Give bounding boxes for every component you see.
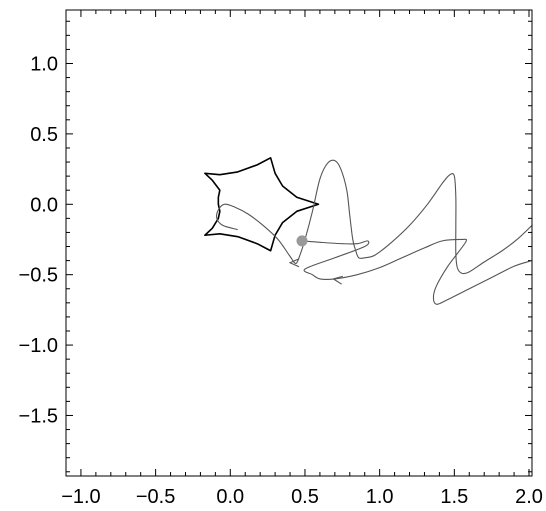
tick-labels: −1.0 −0.5 0.0 0.5 1.0 1.5 2.0 1.0 0.5 0.0 −0.5 −1.0… bbox=[19, 53, 543, 508]
arrowhead bbox=[332, 275, 343, 285]
x-tick-label: −0.5 bbox=[136, 486, 175, 508]
x-tick-label: 1.0 bbox=[366, 486, 394, 508]
series-group bbox=[204, 157, 532, 305]
astroid-curve bbox=[204, 157, 320, 252]
trajectory-line-2 bbox=[301, 238, 532, 305]
x-tick-label: 0.5 bbox=[291, 486, 319, 508]
arrowhead bbox=[288, 258, 300, 268]
y-tick-label: 1.0 bbox=[30, 53, 58, 75]
x-tick-label: 2.0 bbox=[515, 486, 543, 508]
x-tick-label: 0.0 bbox=[216, 486, 244, 508]
y-tick-label: −1.0 bbox=[19, 335, 58, 357]
axis-ticks bbox=[65, 10, 532, 476]
trajectory-line-1 bbox=[216, 159, 532, 275]
plot-area bbox=[204, 157, 532, 305]
y-tick-label: −1.5 bbox=[19, 405, 58, 427]
y-tick-label: −0.5 bbox=[19, 265, 58, 287]
x-tick-label: −1.0 bbox=[61, 486, 100, 508]
y-tick-label: 0.0 bbox=[30, 194, 58, 216]
marker-point bbox=[296, 235, 308, 247]
x-tick-label: 1.5 bbox=[440, 486, 468, 508]
y-tick-label: 0.5 bbox=[30, 124, 58, 146]
plot-frame bbox=[65, 9, 533, 477]
